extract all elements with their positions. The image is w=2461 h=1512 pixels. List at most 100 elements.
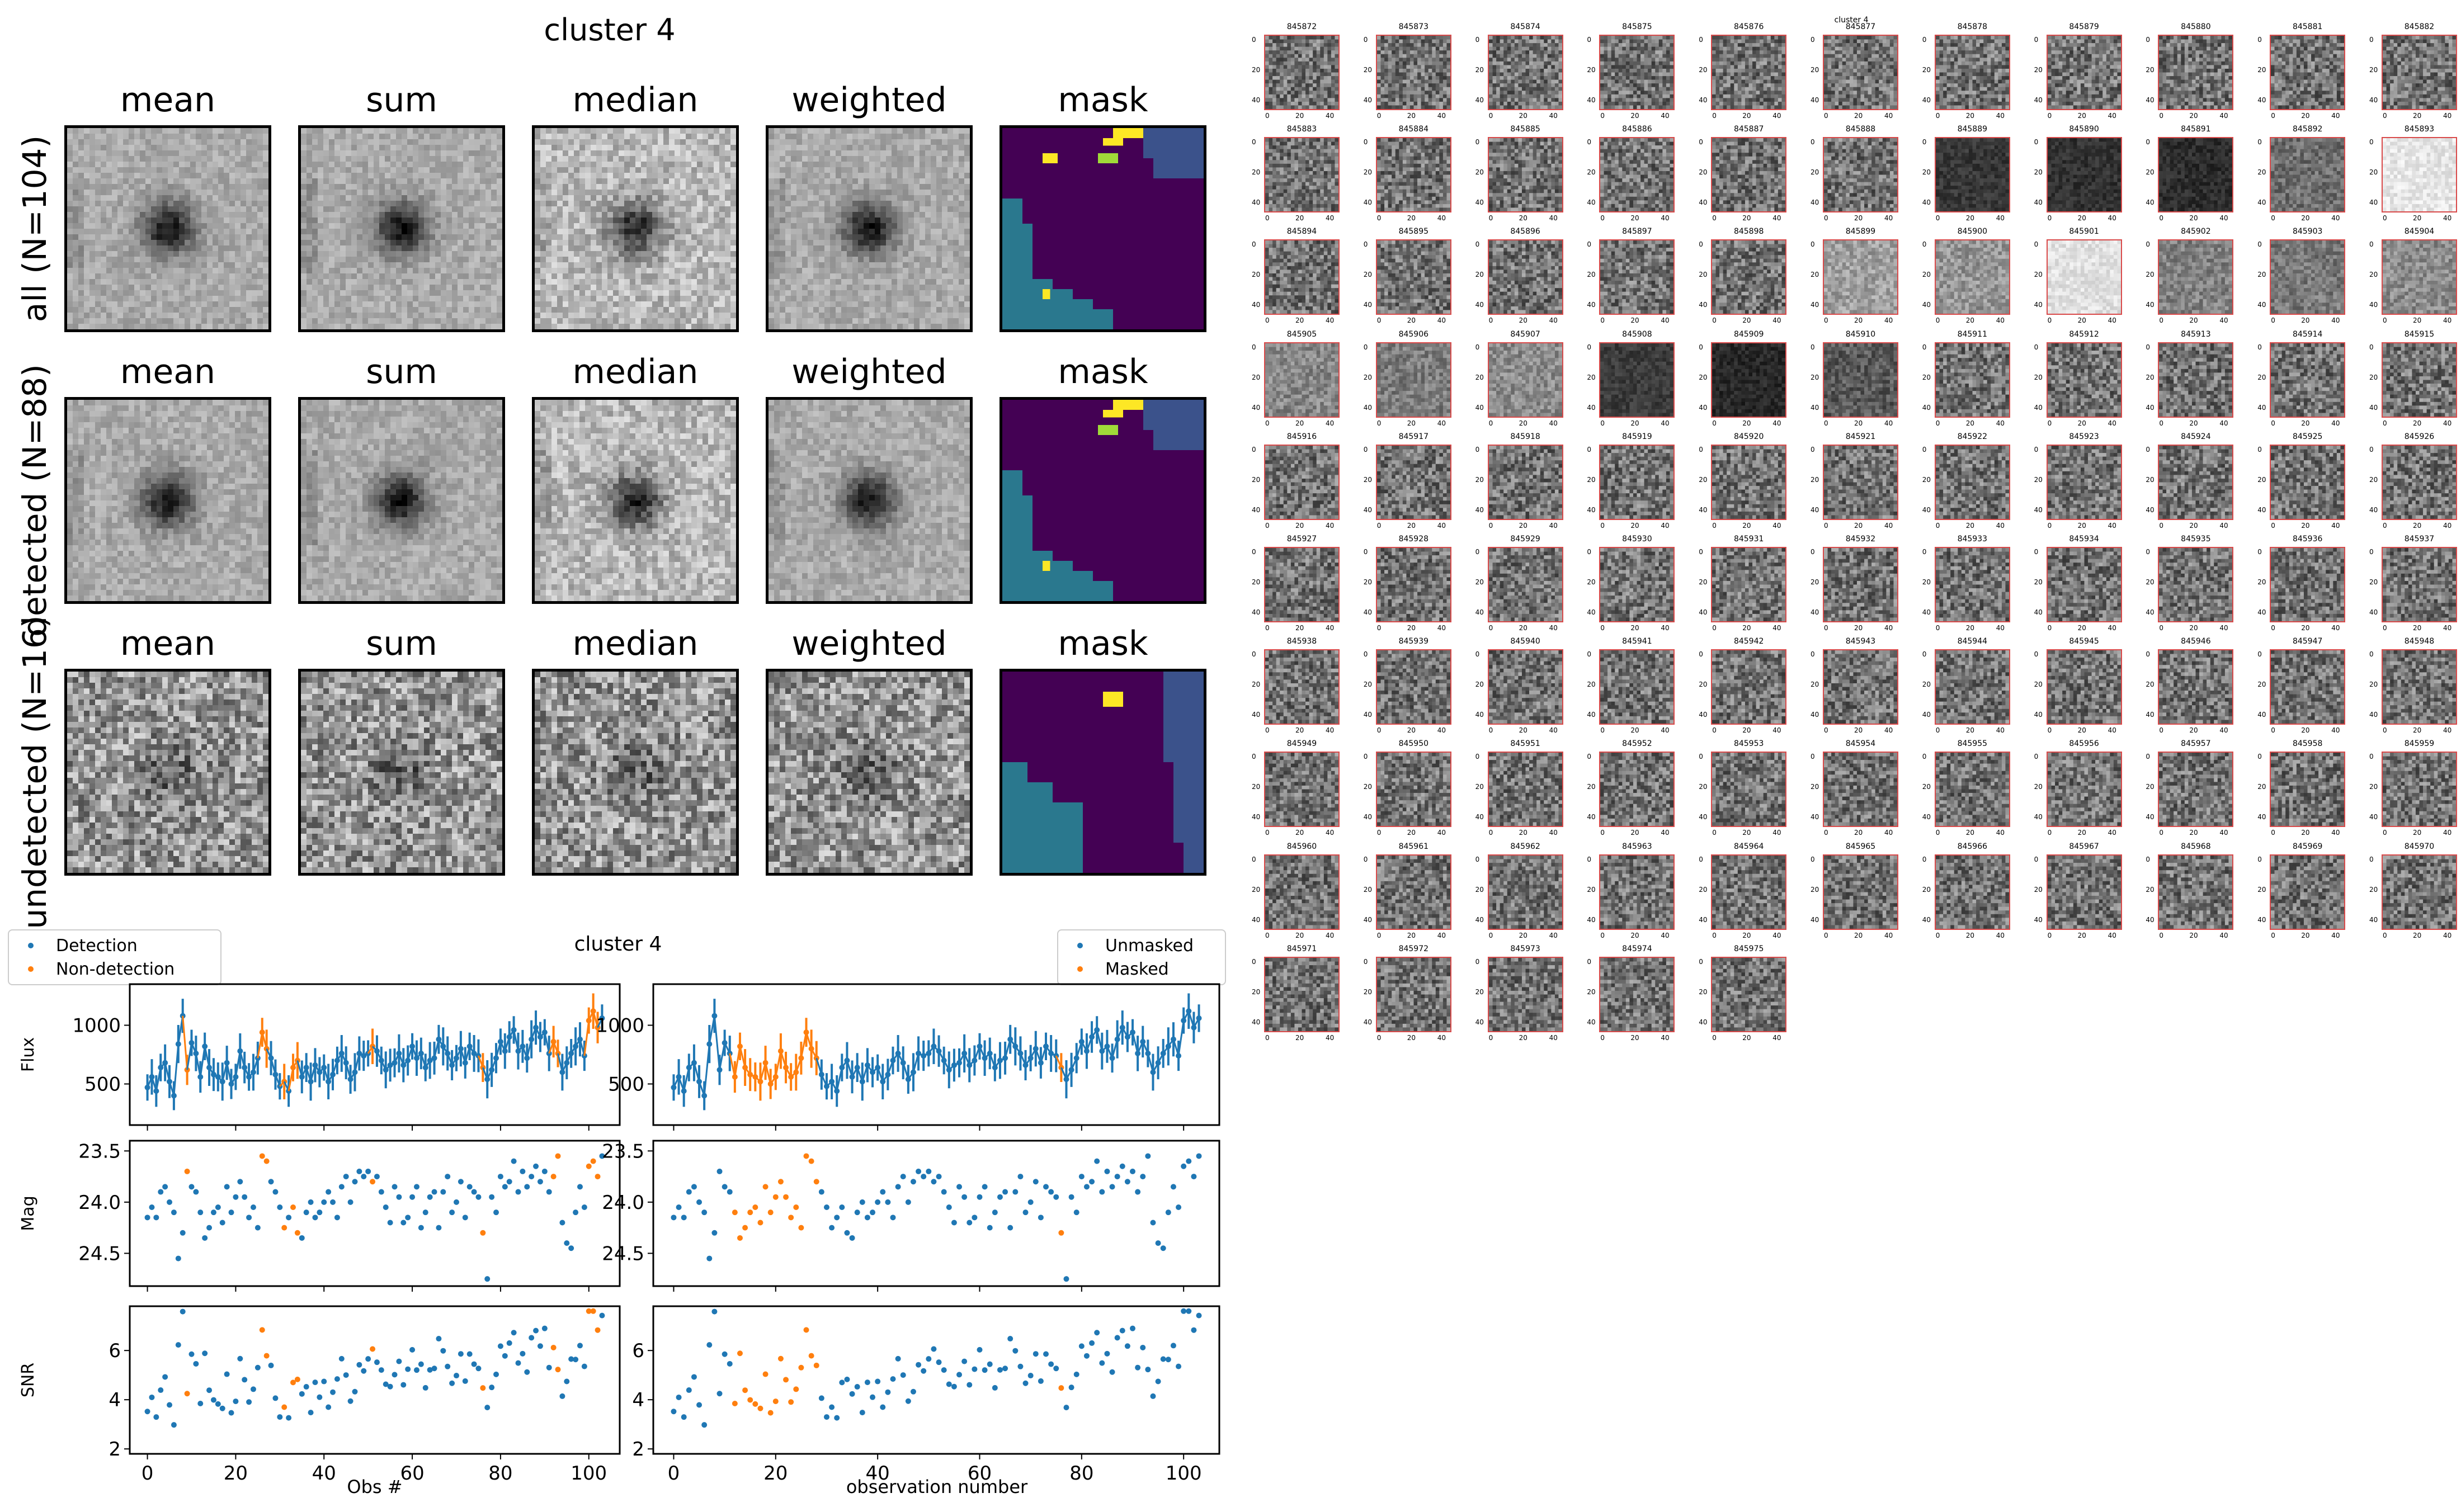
thumbnail-xtick: 20 — [1407, 726, 1416, 734]
snr-point — [281, 1404, 287, 1410]
snr-point — [1089, 1340, 1095, 1346]
thumbnail-ytick: 0 — [1364, 548, 1368, 556]
left-xtick-label: 60 — [400, 1462, 424, 1485]
thumbnail-ytick: 20 — [1699, 476, 1707, 484]
thumbnail-xtick: 0 — [2048, 829, 2052, 837]
flux-line-segment — [708, 1015, 715, 1045]
thumbnail-id-label: 845956 — [2047, 739, 2122, 748]
lightcurve-title: cluster 4 — [548, 933, 688, 956]
thumbnail-xtick: 40 — [2443, 624, 2451, 632]
thumbnail-id-label: 845959 — [2382, 739, 2457, 748]
thumbnail-845880: 845880 0 0 20 20 40 40 — [2146, 22, 2247, 123]
thumbnail-xtick: 40 — [1437, 419, 1446, 427]
mag-point — [1176, 1204, 1182, 1211]
thumbnail-ytick: 0 — [1587, 36, 1591, 44]
thumbnail-id-label: 845933 — [1935, 535, 2010, 544]
snr-point — [701, 1422, 708, 1428]
thumbnail-xtick: 0 — [1936, 112, 1940, 120]
thumbnail-image — [2270, 35, 2346, 110]
thumbnail-image — [1934, 649, 2010, 725]
thumbnail-ytick: 40 — [1699, 711, 1707, 719]
mag-point — [890, 1215, 896, 1221]
thumbnail-ytick: 40 — [1252, 506, 1260, 514]
thumbnail-ytick: 0 — [1475, 958, 1480, 966]
snr-point — [997, 1367, 1003, 1373]
thumbnail-845920: 845920 0 0 20 20 40 40 — [1699, 432, 1800, 533]
thumbnail-ytick: 20 — [1475, 271, 1484, 278]
mag-point — [849, 1235, 855, 1241]
thumbnail-xtick: 20 — [2301, 419, 2309, 427]
snr-point — [263, 1353, 270, 1359]
thumbnail-xtick: 20 — [1966, 726, 1974, 734]
thumbnail-ytick: 40 — [1252, 711, 1260, 719]
thumbnail-ytick: 20 — [1252, 374, 1260, 381]
thumbnail-ytick: 20 — [1364, 886, 1372, 894]
thumbnail-xtick: 40 — [1661, 522, 1669, 530]
flux-line-segment — [583, 1020, 590, 1056]
thumbnail-image — [1711, 649, 1787, 725]
thumbnail-xtick: 40 — [1326, 624, 1334, 632]
thumbnail-xtick: 0 — [1712, 419, 1717, 427]
thumbnail-xtick: 20 — [2413, 829, 2421, 837]
thumbnail-xtick: 20 — [2301, 112, 2309, 120]
thumbnail-xtick: 40 — [1772, 932, 1781, 939]
flux-line-segment — [234, 1051, 241, 1078]
thumbnail-xtick: 40 — [1772, 522, 1781, 530]
thumbnail-xtick: 40 — [1996, 419, 2005, 427]
thumbnail-image — [2158, 649, 2234, 725]
snr-point — [400, 1382, 407, 1388]
thumbnail-ytick: 40 — [1587, 916, 1595, 924]
thumbnail-xtick: 40 — [1326, 316, 1334, 324]
thumbnail-id-label: 845931 — [1711, 535, 1786, 544]
snr-point — [290, 1379, 296, 1386]
thumbnail-image — [2270, 137, 2346, 213]
thumbnail-xtick: 20 — [2413, 522, 2421, 530]
mag-point — [895, 1184, 901, 1190]
mag-point — [767, 1209, 774, 1216]
thumbnail-ytick: 40 — [1811, 96, 1819, 104]
thumbnail-xtick: 0 — [1265, 932, 1270, 939]
thumbnail-xtick: 40 — [1437, 522, 1446, 530]
thumbnail-image — [2046, 547, 2122, 622]
mag-point — [590, 1158, 596, 1164]
thumbnail-xtick: 20 — [1519, 624, 1527, 632]
thumbnail-xtick: 40 — [1661, 624, 1669, 632]
flux-line-segment — [257, 1032, 263, 1059]
thumbnail-image — [2158, 239, 2234, 315]
right-axes-0 — [652, 983, 1220, 1126]
thumbnail-ytick: 20 — [1699, 168, 1707, 176]
thumbnail-id-label: 845894 — [1264, 227, 1340, 236]
thumbnail-ytick: 0 — [1364, 650, 1368, 658]
thumbnail-xtick: 20 — [1407, 932, 1416, 939]
thumbnail-id-label: 845902 — [2158, 227, 2233, 236]
thumbnail-ytick: 40 — [1587, 711, 1595, 719]
thumbnail-ytick: 20 — [2034, 476, 2043, 484]
thumbnail-xtick: 0 — [1712, 522, 1717, 530]
thumbnail-xtick: 0 — [2271, 726, 2275, 734]
mag-point — [149, 1204, 155, 1211]
thumbnail-xtick: 40 — [2219, 726, 2228, 734]
thumbnail-id-label: 845921 — [1823, 432, 1898, 441]
thumbnail-image — [1934, 35, 2010, 110]
thumbnail-845907: 845907 0 0 20 20 40 40 — [1475, 330, 1577, 431]
thumbnail-id-label: 845912 — [2047, 330, 2122, 339]
snr-point — [210, 1397, 216, 1403]
thumbnail-image — [1599, 137, 1675, 213]
snr-point — [777, 1355, 784, 1362]
thumbnail-845928: 845928 0 0 20 20 40 40 — [1364, 535, 1465, 635]
thumbnail-xtick: 20 — [1519, 214, 1527, 222]
thumbnail-xtick: 40 — [1884, 522, 1893, 530]
thumbnail-xtick: 20 — [2189, 726, 2198, 734]
snr-point — [1002, 1365, 1008, 1372]
thumbnail-xtick: 20 — [1519, 726, 1527, 734]
thumbnail-xtick: 20 — [1295, 522, 1304, 530]
left-xtick-label: 40 — [312, 1462, 336, 1485]
mag-point — [941, 1189, 947, 1195]
thumbnail-xtick: 40 — [2443, 829, 2451, 837]
thumbnail-ytick: 40 — [2257, 813, 2266, 821]
snr-point — [475, 1365, 482, 1372]
thumbnail-ytick: 0 — [2146, 650, 2150, 658]
thumbnail-845930: 845930 0 0 20 20 40 40 — [1587, 535, 1689, 635]
flux-line-segment — [239, 1051, 246, 1068]
mag-point — [813, 1179, 819, 1185]
